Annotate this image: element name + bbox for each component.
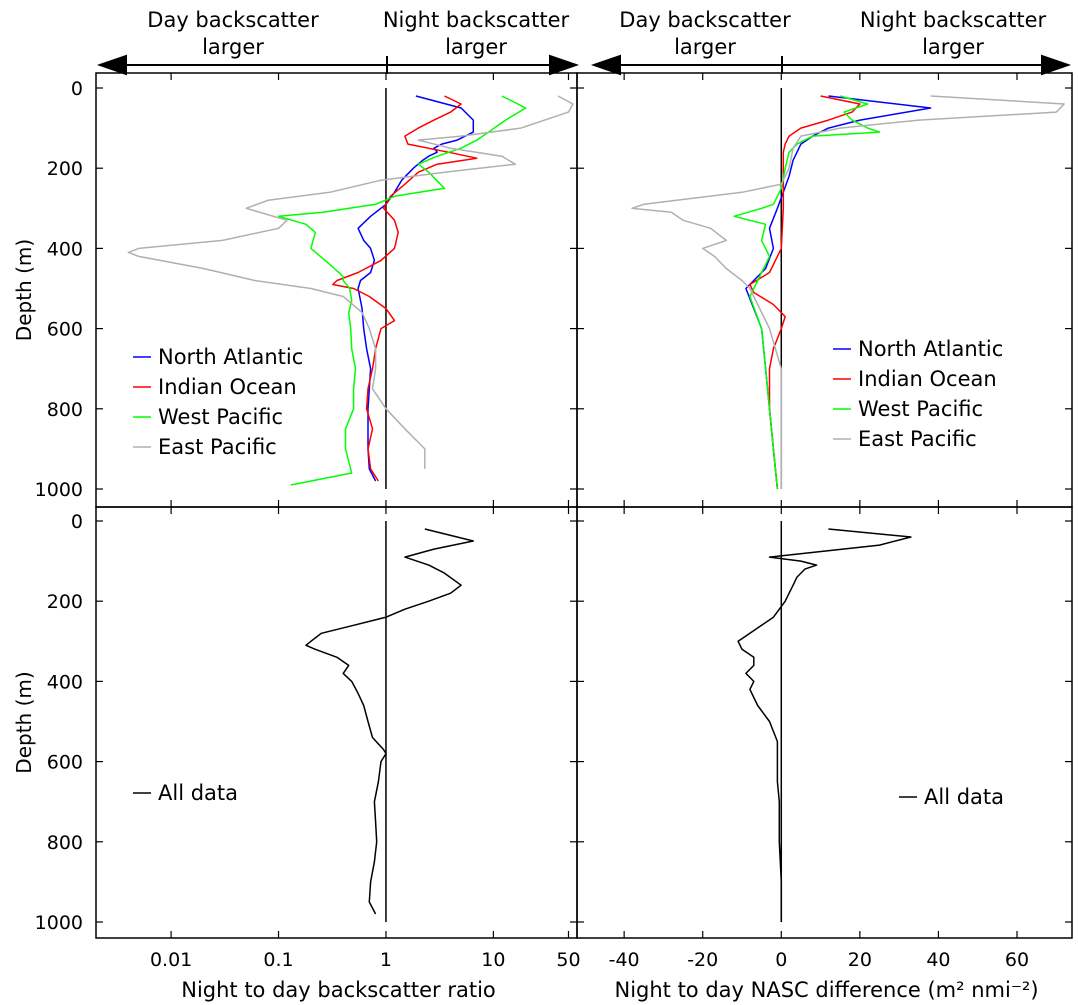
legend: North Atlantic Indian Ocean West Pacific Ea… xyxy=(133,345,303,459)
x-axis-label: Night to day backscatter ratio xyxy=(181,978,496,1002)
ytick-label: 600 xyxy=(47,752,83,774)
legend-label: Indian Ocean xyxy=(858,367,997,391)
header-left-night: Night backscatter larger xyxy=(383,8,570,59)
ytick-label: 200 xyxy=(47,591,83,613)
ytick-label: 0 xyxy=(71,78,83,100)
xtick-label: 60 xyxy=(1005,949,1029,971)
series-line-indian-ocean xyxy=(749,95,861,490)
ytick-label: 800 xyxy=(47,399,83,421)
series-line-east-pacific xyxy=(631,95,1065,489)
series-line-east-pacific xyxy=(127,95,574,469)
series-line-all-data xyxy=(737,528,912,922)
legend: North Atlantic Indian Ocean West Pacific Ea… xyxy=(833,337,1003,451)
ytick-label: 1000 xyxy=(35,479,83,501)
ytick-label: 0 xyxy=(71,511,83,533)
xtick-label: 20 xyxy=(848,949,872,971)
xtick-label: 0.1 xyxy=(263,949,293,971)
legend-label: East Pacific xyxy=(858,427,977,451)
series-line-indian-ocean xyxy=(332,95,478,482)
axes-frame xyxy=(576,506,1073,939)
legend-label: West Pacific xyxy=(858,397,983,421)
legend-label: North Atlantic xyxy=(858,337,1003,361)
xtick-label: 40 xyxy=(926,949,950,971)
legend-label: West Pacific xyxy=(158,405,283,429)
ytick-label: 800 xyxy=(47,832,83,854)
x-axis-label: Night to day NASC difference (m² nmi⁻²) xyxy=(614,978,1038,1002)
legend-label: North Atlantic xyxy=(158,345,303,369)
header-arrow-right-panel xyxy=(590,54,1072,76)
header-right-night: Night backscatter larger xyxy=(860,8,1047,59)
legend-label: All data xyxy=(158,781,238,805)
xtick-label: 0 xyxy=(775,949,787,971)
xtick-label: -20 xyxy=(687,949,718,971)
series-line-all-data xyxy=(305,528,475,915)
legend-label: East Pacific xyxy=(158,435,277,459)
panel-bottom-left: 0 200 400 600 800 1000 0.01 0.1 1 10 50 Depth (m) Ni… xyxy=(12,506,581,1002)
header-arrow-left-panel xyxy=(96,54,580,76)
xtick-label: -40 xyxy=(609,949,640,971)
ytick-label: 600 xyxy=(47,319,83,341)
ytick-label: 200 xyxy=(47,158,83,180)
legend: All data xyxy=(899,785,1004,809)
legend: All data xyxy=(133,781,238,805)
ytick-label: 400 xyxy=(47,671,83,693)
xtick-label: 0.01 xyxy=(150,949,192,971)
panel-top-right: North Atlantic Indian Ocean West Pacific Ea… xyxy=(576,72,1073,508)
y-axis-label: Depth (m) xyxy=(12,239,36,341)
header-left-day: Day backscatter larger xyxy=(147,8,319,59)
ytick-label: 400 xyxy=(47,238,83,260)
xtick-label: 1 xyxy=(380,949,392,971)
series-line-west-pacific xyxy=(733,95,881,490)
axes-frame xyxy=(95,506,578,939)
axes-frame xyxy=(576,72,1073,508)
panel-bottom-right: -40 -20 0 20 40 60 Night to day NASC differenc… xyxy=(576,506,1073,1002)
panel-top-left: 0 200 400 600 800 1000 Depth (m) North Atlantic… xyxy=(12,72,578,508)
legend-label: All data xyxy=(924,785,1004,809)
legend-label: Indian Ocean xyxy=(158,375,297,399)
xtick-label: 50 xyxy=(556,949,580,971)
xtick-label: 10 xyxy=(481,949,505,971)
header-right-day: Day backscatter larger xyxy=(619,8,791,59)
y-axis-label: Depth (m) xyxy=(12,671,36,773)
ytick-label: 1000 xyxy=(35,912,83,934)
